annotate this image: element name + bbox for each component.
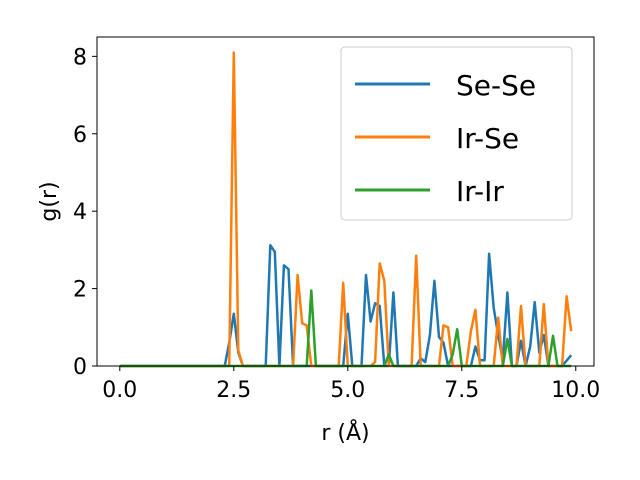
x-tick-label: 2.5: [216, 378, 251, 403]
legend-box: [340, 46, 573, 221]
y-tick-label: 2: [73, 278, 87, 303]
y-tick-label: 6: [73, 123, 87, 148]
x-tick-label: 0.0: [102, 378, 137, 403]
x-axis-ticks: 0.0 2.5 5.0 7.5 10.0: [102, 366, 600, 403]
x-tick-label: 10.0: [551, 378, 600, 403]
legend-label: Ir-Se: [456, 122, 519, 155]
x-tick-label: 5.0: [330, 378, 365, 403]
y-tick-label: 4: [73, 200, 87, 225]
x-tick-label: 7.5: [444, 378, 479, 403]
y-tick-label: 8: [73, 45, 87, 70]
x-axis-label: r (Å): [321, 419, 369, 446]
y-axis-ticks: 0 2 4 6 8: [73, 45, 97, 380]
legend-label: Ir-Ir: [456, 175, 504, 208]
series-line-ir-ir: [119, 289, 572, 368]
y-tick-label: 0: [73, 355, 87, 380]
plot-frame: [96, 36, 595, 367]
y-axis-label: g(r): [37, 181, 62, 221]
legend-label: Se-Se: [456, 69, 536, 102]
legend: Se-Se Ir-Se Ir-Ir: [340, 46, 573, 221]
